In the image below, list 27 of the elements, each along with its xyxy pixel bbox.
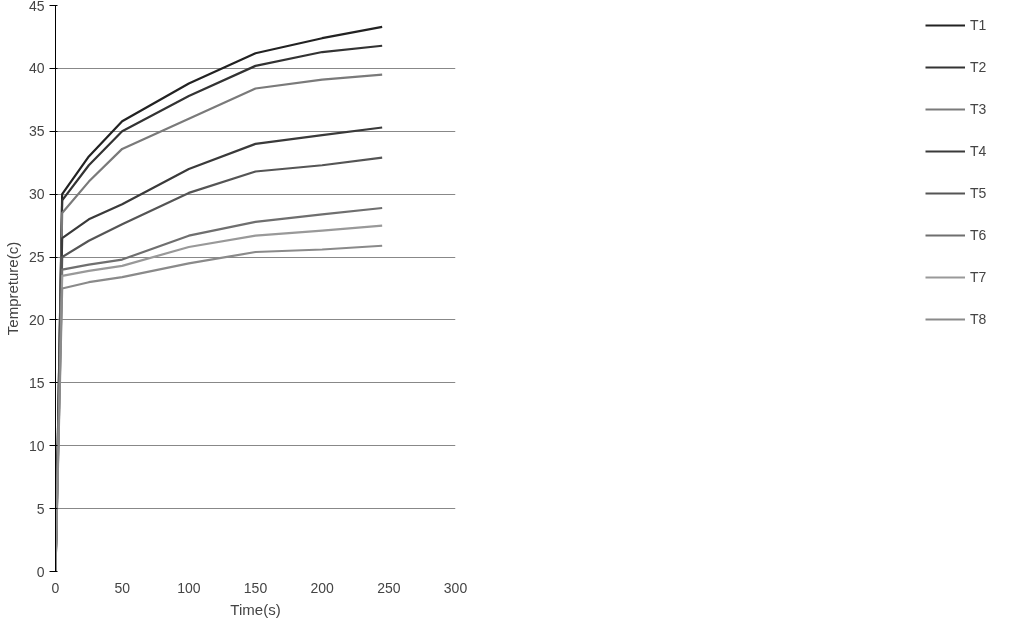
y-tick-label: 30 [28, 186, 45, 203]
y-tick-label: 5 [36, 500, 45, 517]
x-tick-label: 50 [114, 579, 131, 596]
x-tick-label: 200 [310, 579, 335, 596]
x-tick-label: 300 [443, 579, 468, 596]
y-tick-label: 15 [28, 374, 45, 391]
y-tick-label: 10 [28, 437, 45, 454]
legend-label: T3 [970, 101, 988, 117]
x-tick-label: 250 [377, 579, 401, 596]
y-tick-label: 25 [28, 249, 45, 266]
y-tick-label: 40 [28, 60, 45, 77]
legend-label: T6 [970, 227, 988, 243]
x-axis-title: Time(s) [230, 600, 281, 618]
y-tick-label: 0 [36, 563, 45, 580]
legend-label: T4 [970, 143, 988, 159]
legend-label: T2 [970, 59, 988, 75]
legend-label: T1 [970, 17, 988, 33]
y-axis-title: Tempreture(c) [3, 241, 21, 336]
y-tick-label: 45 [28, 0, 45, 14]
y-tick-label: 20 [28, 311, 45, 328]
x-tick-label: 100 [177, 579, 201, 596]
legend-label: T5 [970, 185, 988, 201]
x-tick-label: 0 [51, 579, 60, 596]
x-tick-label: 150 [243, 579, 268, 596]
legend-label: T8 [970, 311, 988, 327]
y-tick-label: 35 [28, 123, 45, 140]
legend-label: T7 [970, 269, 988, 285]
